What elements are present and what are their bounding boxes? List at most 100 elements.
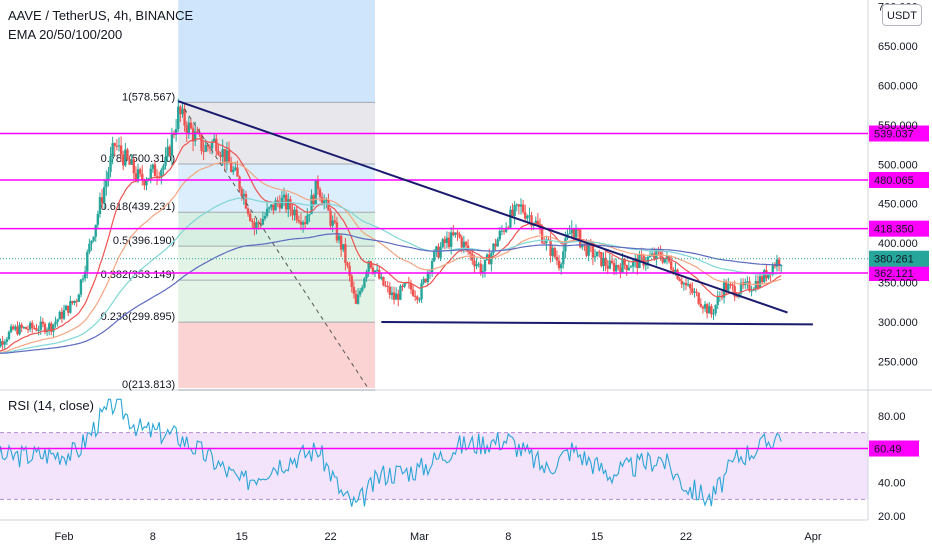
candle	[502, 230, 506, 232]
candle	[293, 209, 296, 216]
candle	[403, 282, 406, 287]
candle	[238, 176, 241, 189]
candle	[329, 210, 332, 226]
candle	[295, 209, 298, 220]
candle	[261, 218, 265, 225]
rsi-title[interactable]: RSI (14, close)	[8, 398, 94, 413]
candle	[268, 207, 271, 209]
candle	[145, 180, 148, 186]
candle	[124, 149, 127, 166]
candle	[617, 265, 620, 268]
candle	[386, 285, 389, 287]
candle	[115, 145, 119, 147]
candle	[397, 293, 400, 300]
rsi-level-badge	[869, 440, 919, 457]
candle	[282, 194, 286, 198]
candle	[179, 106, 182, 115]
candle	[384, 285, 387, 287]
candle	[648, 255, 652, 257]
candle	[572, 228, 576, 238]
candle	[248, 213, 252, 221]
fib-label-5: 0.236(299.895)	[101, 311, 176, 323]
candle	[265, 208, 269, 216]
candle	[731, 284, 734, 286]
candle	[181, 108, 184, 115]
candle	[287, 199, 290, 210]
candle	[12, 326, 15, 330]
candle	[81, 278, 85, 280]
candle	[308, 214, 311, 216]
candle	[251, 220, 254, 223]
candle	[426, 272, 430, 282]
candle	[564, 238, 567, 252]
candle	[680, 281, 683, 285]
candle	[663, 259, 667, 263]
candle	[0, 341, 2, 347]
candle	[100, 197, 104, 203]
candle	[672, 269, 675, 274]
candle	[394, 293, 398, 300]
candle	[375, 269, 379, 271]
candle	[576, 229, 580, 231]
candle	[361, 287, 364, 291]
position-box-top	[178, 0, 375, 103]
candle	[661, 257, 664, 263]
time-tick-2: 15	[236, 531, 248, 543]
candle	[433, 250, 436, 262]
currency-button[interactable]: USDT	[882, 4, 922, 26]
candle	[416, 296, 419, 300]
candle	[653, 253, 656, 259]
candle	[625, 265, 628, 270]
candle	[31, 322, 34, 328]
price-tick-400: 400.000	[878, 238, 918, 250]
candle	[242, 193, 246, 197]
rsi-band	[0, 432, 868, 500]
candle	[382, 276, 385, 286]
candle	[291, 209, 294, 216]
candle	[18, 324, 21, 335]
candle	[240, 188, 243, 197]
candle	[3, 341, 6, 345]
candle	[528, 215, 531, 217]
candle	[500, 230, 504, 232]
candle	[314, 180, 317, 205]
candle	[160, 169, 163, 178]
candle	[289, 199, 292, 210]
candle	[543, 242, 546, 244]
candle	[583, 243, 586, 245]
candle	[754, 281, 758, 290]
candle	[276, 200, 279, 203]
candle	[456, 232, 459, 234]
candle	[373, 270, 377, 273]
candle	[780, 265, 783, 267]
candle	[56, 319, 59, 322]
candle	[259, 223, 262, 225]
candle	[170, 133, 174, 156]
trendline-descending	[177, 100, 788, 314]
candle	[122, 154, 125, 166]
candle	[278, 202, 281, 209]
candle	[339, 235, 343, 250]
candle	[333, 220, 337, 223]
candle	[236, 167, 239, 177]
candle	[187, 122, 191, 134]
candle	[600, 252, 603, 267]
candle	[75, 300, 78, 302]
candle	[612, 262, 616, 272]
last-price-badge	[869, 250, 929, 267]
candle	[113, 143, 116, 146]
candle	[88, 243, 91, 253]
candle	[221, 148, 224, 157]
candle	[449, 232, 453, 247]
candle	[724, 282, 728, 291]
candle	[79, 279, 83, 295]
candle	[323, 200, 326, 204]
candle	[669, 261, 673, 270]
price-tick-250: 250.000	[878, 356, 918, 368]
candle	[363, 278, 366, 288]
candle	[200, 134, 203, 151]
candle	[369, 261, 372, 268]
indicator-legend[interactable]: EMA 20/50/100/200	[8, 27, 123, 42]
candle	[83, 271, 87, 279]
